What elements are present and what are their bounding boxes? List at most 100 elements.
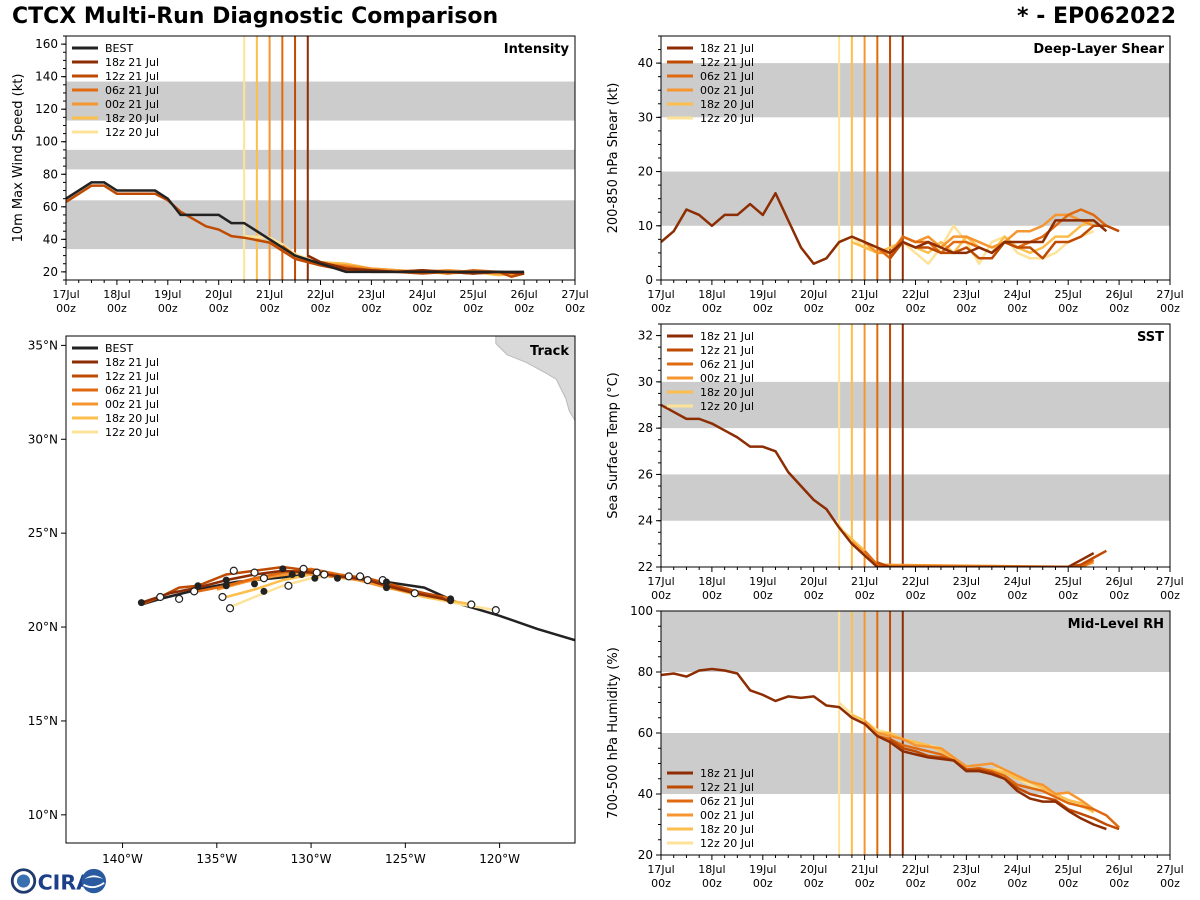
legend-label: 18z 20 Jul — [700, 386, 754, 399]
track-point-filled — [333, 574, 341, 582]
track-point-open — [250, 568, 259, 577]
x-tick-label: 19Jul — [749, 288, 776, 301]
y-tick-label: 15°N — [28, 714, 58, 728]
x-tick-label: 27Jul — [561, 288, 588, 301]
series-line — [661, 191, 1108, 265]
shaded-band — [661, 611, 1170, 672]
legend-label: 12z 20 Jul — [700, 400, 754, 413]
x-tick-label: 24Jul — [1004, 288, 1031, 301]
track-point-open — [410, 589, 419, 598]
x-tick-label: 135°W — [196, 852, 237, 866]
x-tick-label: 00z — [855, 877, 875, 890]
y-tick-label: 35°N — [28, 338, 58, 352]
x-tick-label: 00z — [1109, 589, 1129, 602]
panel-title: Track — [530, 344, 569, 359]
shaded-band — [661, 171, 1170, 226]
x-tick-label: 22Jul — [902, 863, 929, 876]
x-tick-label: 00z — [260, 302, 280, 315]
x-tick-label: 19Jul — [749, 575, 776, 588]
x-tick-label: 20Jul — [800, 863, 827, 876]
x-tick-label: 25Jul — [1055, 575, 1082, 588]
legend-label: 12z 20 Jul — [700, 837, 754, 850]
x-tick-label: 130°W — [291, 852, 332, 866]
x-tick-label: 00z — [1007, 589, 1027, 602]
legend-label: 12z 20 Jul — [105, 426, 159, 439]
y-tick-label: 40 — [638, 787, 653, 801]
x-tick-label: 120°W — [479, 852, 520, 866]
chart-track: 140°W 135°W 130°W 125°W 120°W 10°N 15°N 20°N 25°… — [28, 335, 576, 866]
x-tick-label: 18Jul — [698, 575, 725, 588]
x-tick-label: 24Jul — [1004, 863, 1031, 876]
y-tick-label: 0 — [645, 273, 653, 287]
x-tick-label: 140°W — [102, 852, 143, 866]
x-tick-label: 00z — [753, 302, 773, 315]
track-point-filled — [137, 599, 145, 607]
x-tick-label: 27Jul — [1156, 575, 1183, 588]
track-point-open — [259, 574, 269, 583]
x-tick-label: 00z — [753, 589, 773, 602]
track-point-filled — [251, 580, 259, 588]
x-tick-label: 17Jul — [647, 288, 674, 301]
track-point-filled — [222, 576, 230, 584]
x-tick-label: 19Jul — [749, 863, 776, 876]
legend-label: 18z 20 Jul — [105, 412, 159, 425]
y-axis-label: Sea Surface Temp (°C) — [606, 372, 621, 519]
y-tick-label: 100 — [35, 135, 58, 149]
y-tick-label: 20 — [638, 848, 653, 862]
track-point-filled — [279, 565, 287, 573]
panel-title: Deep-Layer Shear — [1033, 42, 1164, 57]
x-tick-label: 00z — [957, 877, 977, 890]
y-tick-label: 40 — [43, 232, 58, 246]
cira-logo: CIRA — [10, 868, 106, 894]
x-tick-label: 00z — [906, 877, 926, 890]
x-tick-label: 00z — [804, 302, 824, 315]
x-tick-label: 26Jul — [1105, 288, 1132, 301]
shaded-band — [661, 474, 1170, 521]
track-point-open — [218, 592, 227, 602]
x-tick-label: 00z — [1058, 589, 1078, 602]
x-tick-label: 00z — [906, 302, 926, 315]
map-area — [137, 336, 575, 642]
track-point-filled — [260, 587, 268, 595]
x-tick-label: 00z — [957, 302, 977, 315]
legend-label: 00z 21 Jul — [105, 98, 159, 111]
y-tick-label: 26 — [638, 467, 653, 481]
track-point-filled — [382, 578, 390, 586]
x-tick-label: 00z — [1058, 302, 1078, 315]
x-tick-label: 24Jul — [1004, 575, 1031, 588]
y-tick-label: 10°N — [28, 808, 58, 822]
x-tick-label: 00z — [514, 302, 534, 315]
shaded-band — [661, 63, 1170, 118]
x-tick-label: 27Jul — [1156, 863, 1183, 876]
x-tick-label: 00z — [1007, 877, 1027, 890]
x-tick-label: 20Jul — [800, 288, 827, 301]
legend-label: 18z 21 Jul — [105, 356, 159, 369]
x-tick-label: 00z — [56, 302, 76, 315]
x-tick-label: 18Jul — [103, 288, 130, 301]
track-point-open — [491, 606, 500, 615]
track-point-filled — [382, 584, 390, 592]
y-tick-label: 80 — [43, 167, 58, 181]
x-tick-label: 23Jul — [358, 288, 385, 301]
legend-label: BEST — [105, 342, 133, 355]
series-group — [661, 191, 1120, 265]
legend-label: 18z 20 Jul — [700, 98, 754, 111]
y-tick-label: 30 — [638, 110, 653, 124]
legend-label: 06z 21 Jul — [105, 384, 159, 397]
x-tick-label: 26Jul — [510, 288, 537, 301]
shaded-band — [66, 81, 575, 121]
y-tick-label: 28 — [638, 421, 653, 435]
x-tick-label: 00z — [1007, 302, 1027, 315]
x-tick-label: 00z — [804, 589, 824, 602]
y-tick-label: 20 — [638, 165, 653, 179]
y-tick-label: 100 — [630, 604, 653, 618]
series-line — [877, 734, 1120, 829]
y-tick-label: 140 — [35, 70, 58, 84]
legend-label: 00z 21 Jul — [700, 372, 754, 385]
x-tick-label: 24Jul — [409, 288, 436, 301]
storm-id: * - EP062022 — [1017, 4, 1176, 29]
